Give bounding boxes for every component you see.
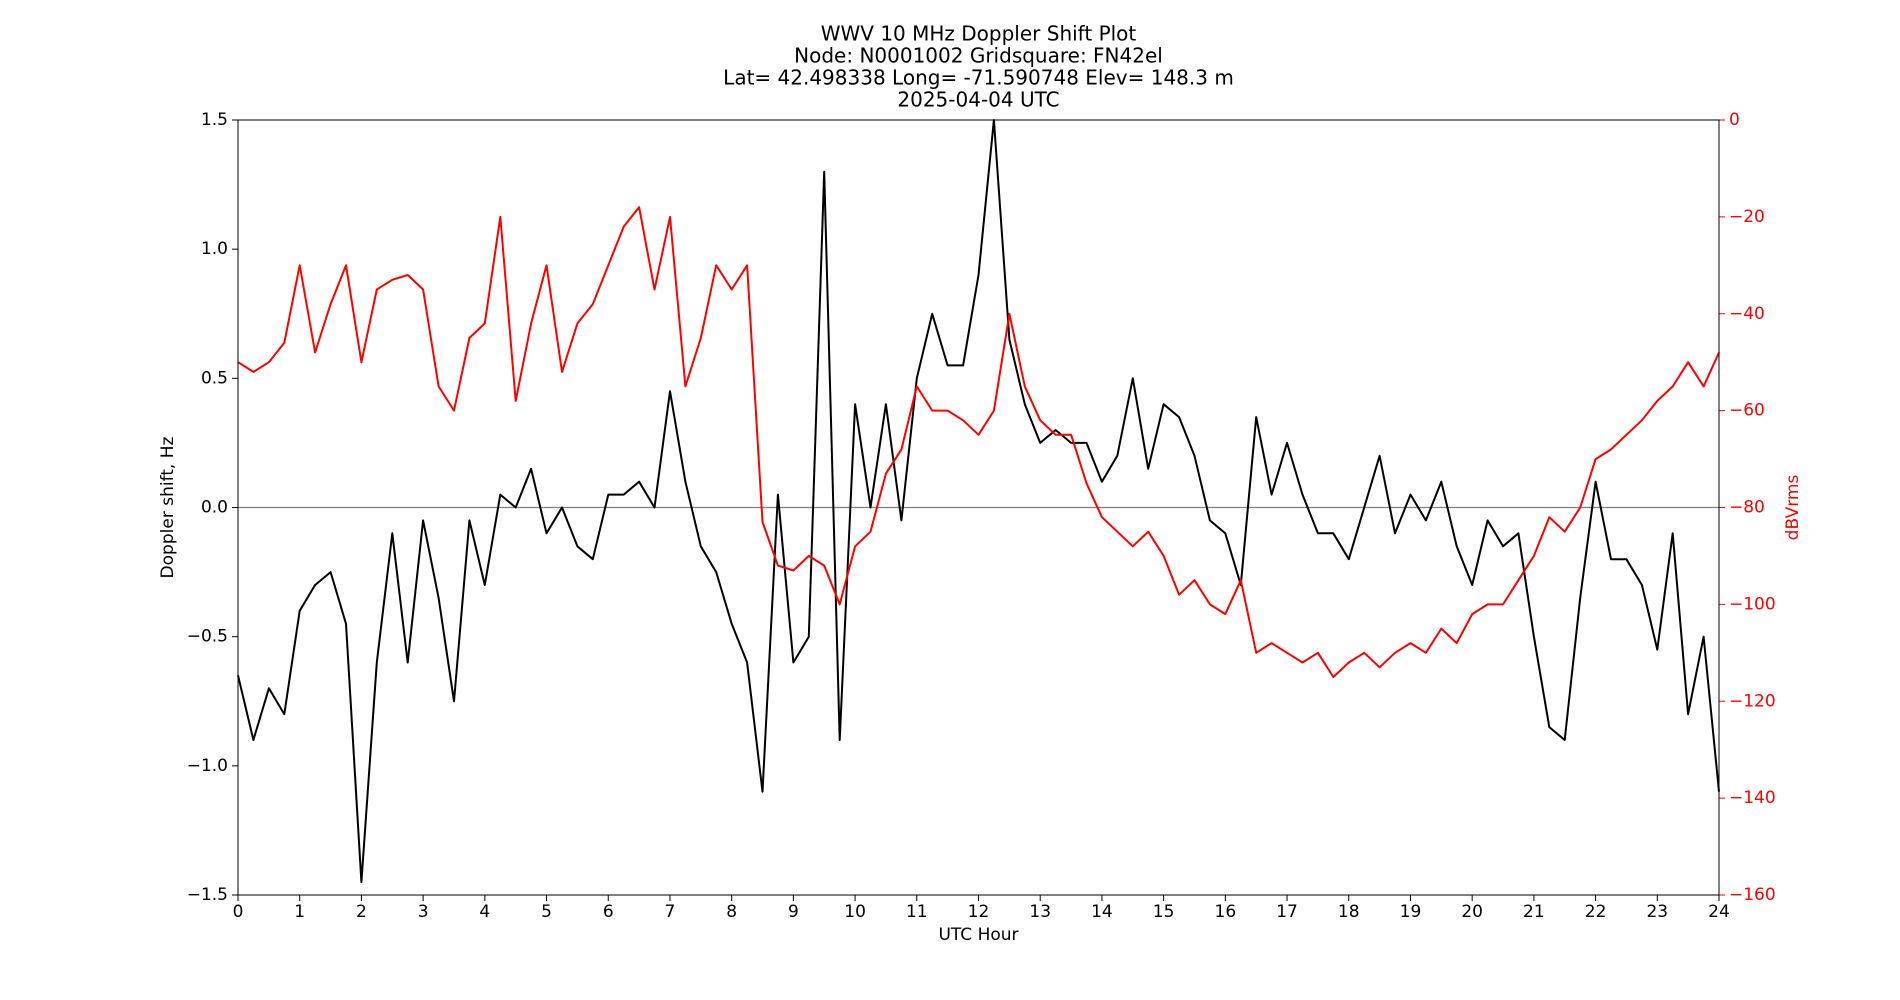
x-tick-label: 2 bbox=[356, 902, 367, 922]
x-tick-label: 12 bbox=[968, 902, 990, 922]
y-tick-label: 1.0 bbox=[201, 239, 228, 259]
y2-tick-label: −100 bbox=[1729, 594, 1776, 614]
y2-tick-label: −160 bbox=[1729, 885, 1776, 905]
x-tick-label: 21 bbox=[1523, 902, 1545, 922]
y-tick-label: 1.5 bbox=[201, 110, 228, 130]
data-line bbox=[237, 206, 1720, 678]
x-tick-label: 0 bbox=[233, 902, 244, 922]
chart-title: 2025-04-04 UTC bbox=[897, 88, 1059, 112]
y2-tick-label: 0 bbox=[1729, 110, 1740, 130]
y-tick-label: −0.5 bbox=[187, 627, 228, 647]
y2-tick-label: −140 bbox=[1729, 788, 1776, 808]
y2-axis-label: dBVrms bbox=[1783, 475, 1803, 541]
x-tick-label: 3 bbox=[418, 902, 429, 922]
y-tick-label: −1.0 bbox=[187, 756, 228, 776]
chart-title: Lat= 42.498338 Long= -71.590748 Elev= 14… bbox=[723, 66, 1234, 90]
x-tick-label: 20 bbox=[1461, 902, 1483, 922]
x-tick-label: 10 bbox=[844, 902, 866, 922]
y2-tick-label: −80 bbox=[1729, 498, 1765, 518]
y2-tick-label: −120 bbox=[1729, 691, 1776, 711]
y-tick-label: −1.5 bbox=[187, 885, 228, 905]
x-tick-label: 17 bbox=[1276, 902, 1298, 922]
x-tick-label: 6 bbox=[603, 902, 614, 922]
x-tick-label: 24 bbox=[1708, 902, 1730, 922]
x-tick-label: 1 bbox=[294, 902, 305, 922]
x-tick-label: 22 bbox=[1585, 902, 1607, 922]
chart-title: Node: N0001002 Gridsquare: FN42el bbox=[794, 44, 1163, 68]
x-tick-label: 15 bbox=[1153, 902, 1175, 922]
x-tick-label: 13 bbox=[1029, 902, 1051, 922]
x-tick-label: 14 bbox=[1091, 902, 1113, 922]
y2-tick-label: −60 bbox=[1729, 401, 1765, 421]
x-tick-label: 5 bbox=[541, 902, 552, 922]
y-axis-label: Doppler shift, Hz bbox=[158, 436, 178, 578]
x-tick-label: 16 bbox=[1215, 902, 1237, 922]
x-tick-label: 4 bbox=[479, 902, 490, 922]
plot-frame bbox=[237, 119, 1720, 896]
y2-tick-label: −40 bbox=[1729, 304, 1765, 324]
x-tick-label: 18 bbox=[1338, 902, 1360, 922]
data-line bbox=[237, 119, 1720, 884]
x-tick-label: 11 bbox=[906, 902, 928, 922]
y2-tick-label: −20 bbox=[1729, 207, 1765, 227]
x-tick-label: 19 bbox=[1400, 902, 1422, 922]
x-tick-label: 9 bbox=[788, 902, 799, 922]
y-tick-label: 0.0 bbox=[201, 498, 228, 518]
x-tick-label: 7 bbox=[665, 902, 676, 922]
x-axis-label: UTC Hour bbox=[938, 925, 1018, 945]
x-tick-label: 8 bbox=[726, 902, 737, 922]
chart-title: WWV 10 MHz Doppler Shift Plot bbox=[821, 22, 1137, 46]
x-tick-label: 23 bbox=[1646, 902, 1668, 922]
y-tick-label: 0.5 bbox=[201, 368, 228, 388]
